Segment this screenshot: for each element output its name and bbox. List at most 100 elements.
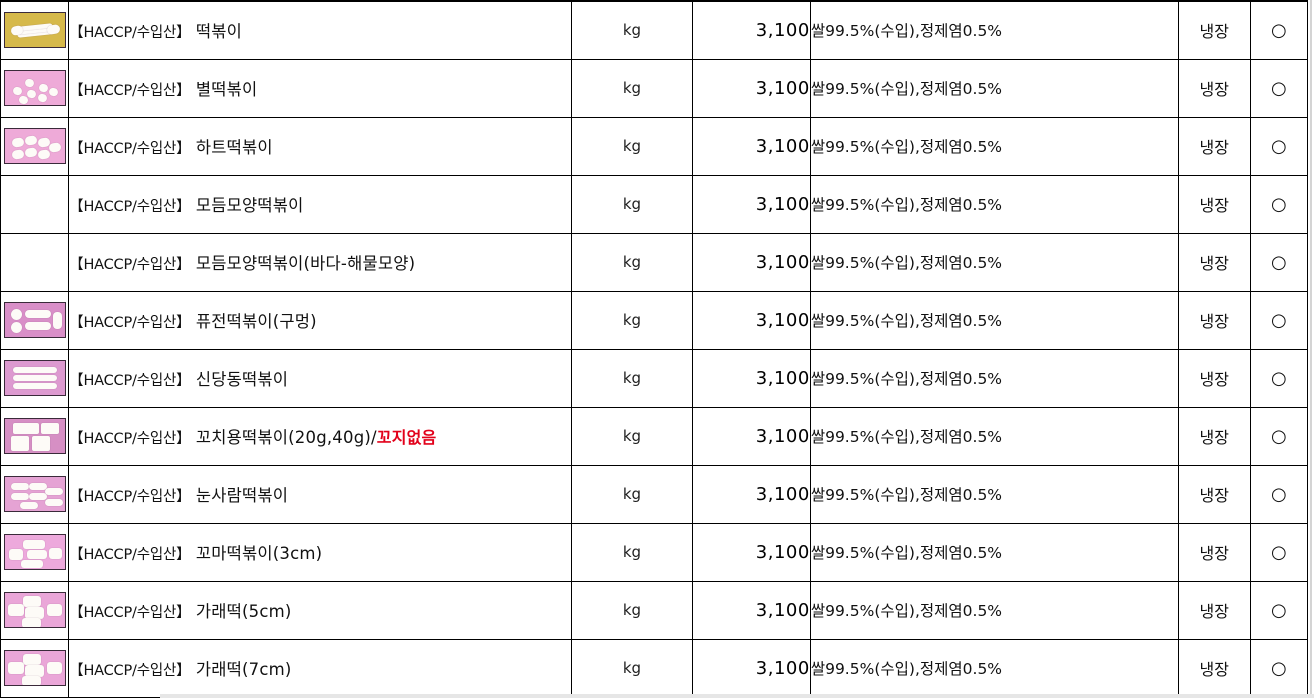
product-name-cell[interactable]: 【HACCP/수입산】 퓨전떡볶이(구멍) bbox=[68, 290, 573, 350]
product-haccp-prefix: 【HACCP/수입산】 bbox=[69, 315, 191, 331]
product-unit-cell: kg bbox=[571, 58, 693, 118]
product-haccp-prefix: 【HACCP/수입산】 bbox=[69, 663, 191, 679]
product-ingredients-cell: 쌀99.5%(수입),정제염0.5% bbox=[809, 348, 1179, 408]
product-image[interactable] bbox=[3, 650, 66, 686]
product-price-cell: 3,100 bbox=[691, 174, 811, 234]
product-thumbnail-cell[interactable] bbox=[0, 522, 70, 582]
product-storage-cell: 냉장 bbox=[1177, 116, 1251, 176]
product-mark-cell: ○ bbox=[1249, 0, 1309, 60]
product-image[interactable] bbox=[3, 418, 66, 454]
product-thumbnail-cell[interactable] bbox=[0, 174, 70, 234]
product-price-cell: 3,100 bbox=[691, 232, 811, 292]
product-image[interactable] bbox=[3, 12, 66, 49]
product-storage-cell: 냉장 bbox=[1177, 0, 1251, 60]
product-name-cell[interactable]: 【HACCP/수입산】 신당동떡볶이 bbox=[68, 348, 573, 408]
product-unit-cell: kg bbox=[571, 232, 693, 292]
product-name-cell[interactable]: 【HACCP/수입산】 하트떡볶이 bbox=[68, 116, 573, 176]
table-row[interactable]: 【HACCP/수입산】 퓨전떡볶이(구멍) kg 3,100 쌀99.5%(수입),정… bbox=[0, 290, 1309, 350]
product-image[interactable] bbox=[3, 302, 66, 338]
product-price-cell: 3,100 bbox=[691, 290, 811, 350]
product-thumbnail-cell[interactable] bbox=[0, 580, 70, 640]
product-unit-cell: kg bbox=[571, 406, 693, 466]
product-name-text: 신당동떡볶이 bbox=[195, 370, 289, 389]
product-name-cell[interactable]: 【HACCP/수입산】 별떡볶이 bbox=[68, 58, 573, 118]
product-price-cell: 3,100 bbox=[691, 0, 811, 60]
product-name-cell[interactable]: 【HACCP/수입산】 가래떡(7cm) bbox=[68, 638, 573, 698]
product-image[interactable] bbox=[3, 360, 66, 396]
product-haccp-prefix: 【HACCP/수입산】 bbox=[69, 257, 191, 273]
product-haccp-prefix: 【HACCP/수입산】 bbox=[69, 431, 191, 447]
product-storage-cell: 냉장 bbox=[1177, 406, 1251, 466]
table-row[interactable]: 【HACCP/수입산】 꼬치용떡볶이(20g,40g)/꼬지없음 kg 3,100 쌀… bbox=[0, 406, 1309, 466]
table-row[interactable]: 【HACCP/수입산】 신당동떡볶이 kg 3,100 쌀99.5%(수입),정제염0… bbox=[0, 348, 1309, 408]
product-haccp-prefix: 【HACCP/수입산】 bbox=[69, 199, 191, 215]
product-mark-cell: ○ bbox=[1249, 116, 1309, 176]
product-mark-cell: ○ bbox=[1249, 348, 1309, 408]
product-thumbnail-cell[interactable] bbox=[0, 290, 70, 350]
product-storage-cell: 냉장 bbox=[1177, 290, 1251, 350]
product-ingredients-cell: 쌀99.5%(수입),정제염0.5% bbox=[809, 580, 1179, 640]
product-name-text: 가래떡(5cm) bbox=[195, 602, 292, 621]
product-name-cell[interactable]: 【HACCP/수입산】 눈사람떡볶이 bbox=[68, 464, 573, 524]
table-row[interactable]: 【HACCP/수입산】 모듬모양떡볶이 kg 3,100 쌀99.5%(수입),정제염… bbox=[0, 174, 1309, 234]
product-name-text: 꼬치용떡볶이(20g,40g)/ bbox=[195, 428, 377, 447]
product-storage-cell: 냉장 bbox=[1177, 638, 1251, 698]
table-row[interactable]: 【HACCP/수입산】 떡볶이 kg 3,100 쌀99.5%(수입),정제염0.5%… bbox=[0, 0, 1309, 60]
table-row[interactable]: 【HACCP/수입산】 눈사람떡볶이 kg 3,100 쌀99.5%(수입),정제염0… bbox=[0, 464, 1309, 524]
product-unit-cell: kg bbox=[571, 348, 693, 408]
product-haccp-prefix: 【HACCP/수입산】 bbox=[69, 83, 191, 99]
product-name-cell[interactable]: 【HACCP/수입산】 가래떡(5cm) bbox=[68, 580, 573, 640]
table-row[interactable]: 【HACCP/수입산】 하트떡볶이 kg 3,100 쌀99.5%(수입),정제염0.… bbox=[0, 116, 1309, 176]
product-name-cell[interactable]: 【HACCP/수입산】 꼬치용떡볶이(20g,40g)/꼬지없음 bbox=[68, 406, 573, 466]
product-storage-cell: 냉장 bbox=[1177, 174, 1251, 234]
product-haccp-prefix: 【HACCP/수입산】 bbox=[69, 489, 191, 505]
product-mark-cell: ○ bbox=[1249, 290, 1309, 350]
product-name-text: 모듬모양떡볶이 bbox=[195, 196, 304, 215]
product-unit-cell: kg bbox=[571, 0, 693, 60]
product-haccp-prefix: 【HACCP/수입산】 bbox=[69, 547, 191, 563]
table-row[interactable]: 【HACCP/수입산】 가래떡(5cm) kg 3,100 쌀99.5%(수입),정제… bbox=[0, 580, 1309, 640]
page-bottom-edge bbox=[160, 694, 1314, 698]
product-thumbnail-cell[interactable] bbox=[0, 58, 70, 118]
product-thumbnail-cell[interactable] bbox=[0, 116, 70, 176]
product-storage-cell: 냉장 bbox=[1177, 232, 1251, 292]
product-price-cell: 3,100 bbox=[691, 116, 811, 176]
product-thumbnail-cell[interactable] bbox=[0, 0, 70, 60]
product-ingredients-cell: 쌀99.5%(수입),정제염0.5% bbox=[809, 638, 1179, 698]
product-name-text: 별떡볶이 bbox=[195, 80, 258, 99]
product-ingredients-cell: 쌀99.5%(수입),정제염0.5% bbox=[809, 58, 1179, 118]
product-mark-cell: ○ bbox=[1249, 58, 1309, 118]
product-thumbnail-cell[interactable] bbox=[0, 638, 70, 698]
product-ingredients-cell: 쌀99.5%(수입),정제염0.5% bbox=[809, 232, 1179, 292]
product-name-text: 퓨전떡볶이(구멍) bbox=[195, 312, 317, 331]
product-image[interactable] bbox=[3, 592, 66, 628]
product-image[interactable] bbox=[3, 534, 66, 570]
table-row[interactable]: 【HACCP/수입산】 가래떡(7cm) kg 3,100 쌀99.5%(수입),정제… bbox=[0, 638, 1309, 698]
product-ingredients-cell: 쌀99.5%(수입),정제염0.5% bbox=[809, 0, 1179, 60]
product-price-cell: 3,100 bbox=[691, 348, 811, 408]
product-haccp-prefix: 【HACCP/수입산】 bbox=[69, 25, 191, 42]
table-row[interactable]: 【HACCP/수입산】 모듬모양떡볶이(바다-해물모양) kg 3,100 쌀99.5… bbox=[0, 232, 1309, 292]
product-image[interactable] bbox=[3, 128, 66, 164]
product-thumbnail-cell[interactable] bbox=[0, 406, 70, 466]
product-name-cell[interactable]: 【HACCP/수입산】 꼬마떡볶이(3cm) bbox=[68, 522, 573, 582]
product-haccp-prefix: 【HACCP/수입산】 bbox=[69, 605, 191, 621]
product-ingredients-cell: 쌀99.5%(수입),정제염0.5% bbox=[809, 464, 1179, 524]
product-name-cell[interactable]: 【HACCP/수입산】 떡볶이 bbox=[68, 0, 573, 60]
product-thumbnail-cell[interactable] bbox=[0, 232, 70, 292]
product-name-cell[interactable]: 【HACCP/수입산】 모듬모양떡볶이(바다-해물모양) bbox=[68, 232, 573, 292]
product-storage-cell: 냉장 bbox=[1177, 580, 1251, 640]
product-unit-cell: kg bbox=[571, 116, 693, 176]
table-row[interactable]: 【HACCP/수입산】 별떡볶이 kg 3,100 쌀99.5%(수입),정제염0.5… bbox=[0, 58, 1309, 118]
product-mark-cell: ○ bbox=[1249, 638, 1309, 698]
product-thumbnail-cell[interactable] bbox=[0, 348, 70, 408]
product-price-cell: 3,100 bbox=[691, 464, 811, 524]
product-name-cell[interactable]: 【HACCP/수입산】 모듬모양떡볶이 bbox=[68, 174, 573, 234]
product-image[interactable] bbox=[3, 70, 66, 106]
product-thumbnail-cell[interactable] bbox=[0, 464, 70, 524]
product-image[interactable] bbox=[3, 476, 66, 512]
table-row[interactable]: 【HACCP/수입산】 꼬마떡볶이(3cm) kg 3,100 쌀99.5%(수입),… bbox=[0, 522, 1309, 582]
product-unit-cell: kg bbox=[571, 638, 693, 698]
